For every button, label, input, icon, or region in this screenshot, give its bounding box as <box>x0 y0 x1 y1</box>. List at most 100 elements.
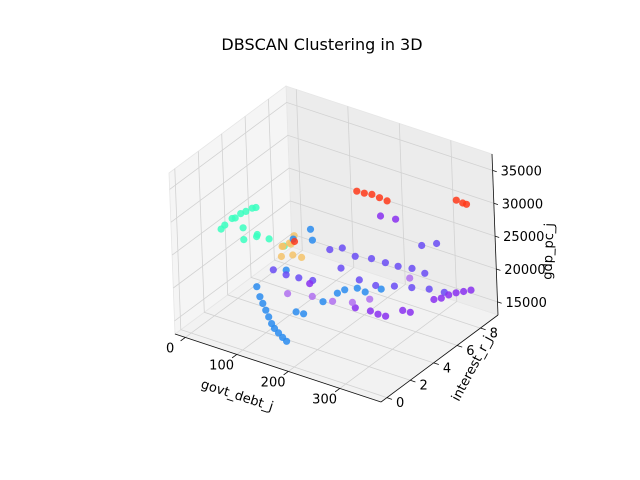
scatter-point-s2-20 <box>361 288 369 296</box>
axes-edges <box>174 153 499 403</box>
x-tick-mark-0 <box>180 337 186 342</box>
x-axis-line <box>174 333 382 403</box>
scatter-point-s4-6 <box>399 306 407 314</box>
scatter-point-s3-11 <box>390 282 398 290</box>
scatter-point-s4-5 <box>366 307 374 315</box>
scatter-point-s3-13 <box>425 285 433 293</box>
x-tick-label-1: 100 <box>209 359 234 374</box>
scatter-point-s4-13 <box>437 294 445 302</box>
scatter-point-s2-6 <box>259 299 267 307</box>
scatter-point-s5-3 <box>406 274 414 282</box>
scatter-point-s3-19 <box>418 241 426 250</box>
z-tick-mark-3 <box>493 202 499 206</box>
x-tick-mark-2 <box>283 371 289 376</box>
y-tick-label-1: 2 <box>419 379 427 394</box>
y-gridline-4 <box>268 99 481 329</box>
y-axis-line <box>380 314 499 403</box>
scatter-point-s3-16 <box>282 271 290 279</box>
pane-side-wall <box>168 85 293 335</box>
scatter-point-s0-12 <box>265 235 273 243</box>
chart-title: DBSCAN Clustering in 3D <box>221 35 422 54</box>
scatter-point-s4-7 <box>406 308 414 316</box>
y-tick-mark-1 <box>410 379 416 383</box>
scatter-point-s1-4 <box>289 251 297 259</box>
scatter-point-s2-18 <box>341 286 349 294</box>
scatter-point-s4-9 <box>452 289 460 297</box>
scatter-point-s5-5 <box>284 290 292 298</box>
scatter-point-s4-4 <box>382 312 390 320</box>
y-tick-label-4: 8 <box>490 327 498 342</box>
z-tick-mark-2 <box>494 235 500 238</box>
x-gridline-2 <box>288 123 406 372</box>
scatter-point-s4-12 <box>430 295 438 304</box>
y-tick-label-3: 6 <box>466 344 474 359</box>
scatter-point-s2-8 <box>265 313 273 321</box>
x-tick-label-0: 0 <box>166 342 174 357</box>
scatter-point-s4-10 <box>460 287 468 296</box>
scatter-point-s6-2 <box>368 190 376 198</box>
scatter-point-s1-3 <box>279 242 287 250</box>
y-gridline-2 <box>221 133 434 364</box>
z-tick-mark-0 <box>497 301 502 304</box>
scatter-point-s6-8 <box>290 237 299 246</box>
scatter-point-s0-9 <box>240 236 248 244</box>
scatter-point-s6-4 <box>383 197 391 205</box>
z-gridline-3 <box>170 134 494 223</box>
scatter-point-s4-3 <box>374 310 382 318</box>
z-tick-label-4: 35000 <box>501 164 542 179</box>
scatter-point-s2-17 <box>333 289 341 297</box>
x-tick-label-3: 300 <box>312 393 337 408</box>
scatter-point-s3-12 <box>408 284 416 292</box>
scatter-point-s2-13 <box>283 337 291 345</box>
z-tick-mark-4 <box>492 170 497 173</box>
scatter-point-s6-3 <box>375 194 384 202</box>
scatter-point-s4-8 <box>445 291 453 299</box>
scatter-point-s0-8 <box>239 224 247 232</box>
x-gridline-3 <box>339 140 458 389</box>
scatter-point-s3-7 <box>421 269 429 277</box>
scatter-point-s4-2 <box>306 280 314 288</box>
scatter-point-s0-7 <box>231 214 239 222</box>
scatter-point-s4-1 <box>392 215 400 223</box>
y-tick-mark-3 <box>456 345 463 348</box>
scatter-point-s4-0 <box>376 212 385 220</box>
z-tick-label-2: 25000 <box>503 230 544 245</box>
scatter-point-s2-1 <box>306 225 315 233</box>
scatter-point-s3-3 <box>367 255 376 263</box>
scatter-point-s3-5 <box>394 262 402 270</box>
y-tick-label-2: 4 <box>443 361 451 376</box>
scatter-point-s3-0 <box>326 246 334 254</box>
z-tick-label-1: 20000 <box>504 263 545 278</box>
z-tick-mark-1 <box>496 268 501 271</box>
scatter-point-s2-15 <box>300 310 308 318</box>
scatter-point-s5-4 <box>348 298 356 306</box>
y-tick-label-0: 0 <box>396 396 404 411</box>
scatter-point-s2-14 <box>292 308 300 316</box>
scatter-point-s6-5 <box>452 196 460 204</box>
axes-gridlines <box>169 89 498 398</box>
scatter-point-s5-1 <box>329 297 337 305</box>
scatter-point-s6-7 <box>462 200 471 208</box>
scatter-point-s3-2 <box>351 252 359 260</box>
y-tick-mark-4 <box>480 327 486 331</box>
scatter-point-s5-0 <box>308 292 316 300</box>
scatter-point-s2-21 <box>377 285 385 293</box>
scatter-point-s3-8 <box>337 264 345 272</box>
z-gridline-2 <box>171 167 496 256</box>
scatter-point-s0-11 <box>253 233 261 241</box>
y-tick-mark-2 <box>433 362 439 365</box>
scatter-point-s4-11 <box>467 286 475 294</box>
scatter-points <box>217 187 475 345</box>
scatter-point-s3-9 <box>355 276 363 284</box>
scatter-point-s3-1 <box>338 244 346 252</box>
scatter-point-s3-17 <box>295 274 303 282</box>
z-gridline-4 <box>169 101 493 190</box>
scatter-point-s0-4 <box>242 207 250 215</box>
x-tick-mark-3 <box>334 388 341 393</box>
scatter-point-s0-1 <box>221 221 229 229</box>
x-tick-mark-1 <box>231 354 238 359</box>
z-tick-label-3: 30000 <box>502 197 543 212</box>
x-tick-label-2: 200 <box>261 376 286 391</box>
